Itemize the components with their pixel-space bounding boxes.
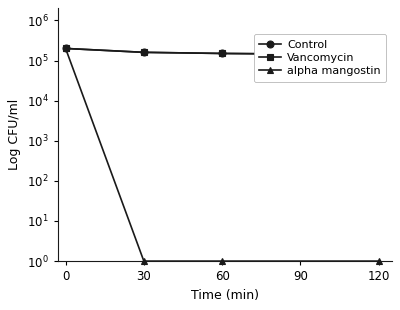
- Vancomycin: [220, 51, 224, 55]
- Control: [298, 52, 303, 56]
- Legend: Control, Vancomycin, alpha mangostin: Control, Vancomycin, alpha mangostin: [254, 34, 386, 82]
- Vancomycin: [298, 52, 303, 56]
- Line: Control: Control: [62, 45, 382, 60]
- alpha mangostin: [376, 259, 381, 263]
- Vancomycin: [63, 46, 68, 50]
- Control: [63, 46, 68, 50]
- Line: Vancomycin: Vancomycin: [62, 45, 382, 60]
- alpha mangostin: [220, 259, 224, 263]
- Control: [142, 51, 146, 54]
- Line: alpha mangostin: alpha mangostin: [62, 45, 382, 264]
- alpha mangostin: [63, 46, 68, 50]
- Control: [220, 51, 224, 55]
- X-axis label: Time (min): Time (min): [191, 289, 259, 302]
- Control: [376, 54, 381, 58]
- alpha mangostin: [142, 259, 146, 263]
- Vancomycin: [142, 51, 146, 54]
- Vancomycin: [376, 54, 381, 58]
- Y-axis label: Log CFU/ml: Log CFU/ml: [8, 99, 21, 170]
